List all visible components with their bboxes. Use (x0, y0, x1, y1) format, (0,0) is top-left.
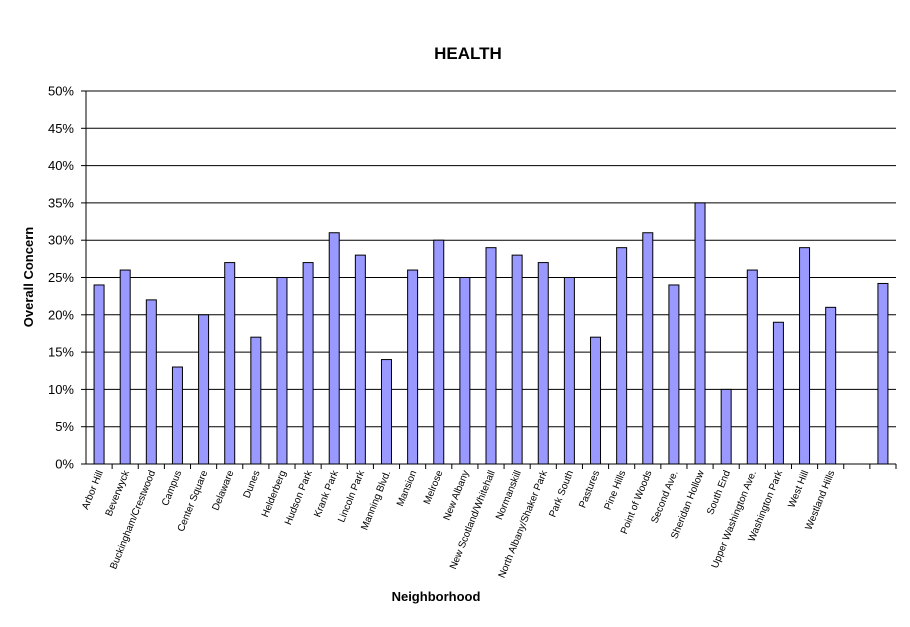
bar (668, 284, 680, 465)
bar (145, 299, 157, 465)
y-tick-label: 5% (55, 419, 74, 434)
bar (328, 232, 340, 465)
bar (171, 366, 183, 465)
x-tick-label: Krank Park (312, 468, 341, 519)
y-tick-label: 25% (48, 270, 74, 285)
x-tick-label: Mansion (395, 469, 419, 508)
bar (746, 269, 758, 465)
x-tick-label: Delaware (210, 469, 236, 513)
bar (198, 314, 210, 465)
bar (590, 336, 602, 465)
x-tick-label: West Hill (786, 469, 811, 510)
axes (85, 91, 896, 465)
x-tick-label: Lincoln Park (336, 468, 367, 524)
bar (276, 277, 288, 465)
bar (511, 254, 523, 465)
bar (877, 282, 889, 465)
bar (694, 202, 706, 465)
y-tick-label: 40% (48, 158, 74, 173)
bar (459, 277, 471, 465)
bar (720, 388, 732, 465)
bar (616, 247, 628, 465)
x-tick-label: Campus (160, 469, 184, 508)
x-tick-label: Normanskill (494, 469, 524, 522)
y-tick-label: 15% (48, 345, 74, 360)
y-tick-label: 35% (48, 195, 74, 210)
bar (380, 359, 392, 465)
bar (354, 254, 366, 465)
y-tick-label: 45% (48, 121, 74, 136)
bar (407, 269, 419, 465)
x-tick-label: Dunes (242, 469, 263, 500)
x-tick-label: Pastures (577, 469, 602, 510)
x-tick-label: Helderberg (260, 469, 289, 519)
y-tick-labels: 0% 5% 10% 15% 20% 25% 30% 35% 40% 45% 50% (48, 84, 74, 472)
bar (537, 262, 549, 465)
bars (93, 202, 889, 465)
x-tick-label: North Albany/Shaker Park (497, 468, 551, 580)
y-tick-label: 30% (48, 233, 74, 248)
x-tick-label: Beverwyck (104, 468, 133, 518)
bar (642, 232, 654, 465)
y-axis-label: Overall Concern (21, 227, 36, 327)
y-tick-label: 50% (48, 84, 74, 99)
y-tick-label: 0% (55, 457, 74, 472)
x-tick-label: Pine Hills (603, 469, 629, 512)
bar (772, 321, 784, 465)
x-tick-label: New Albany (442, 469, 472, 522)
x-tick-label: Melrose (422, 469, 446, 507)
bar (302, 262, 314, 465)
bar (224, 262, 236, 465)
bar (825, 306, 837, 465)
bar (119, 269, 131, 465)
x-tick-label: Hudson Park (283, 468, 315, 527)
x-tick-label: Park South (547, 469, 576, 519)
bar (250, 336, 262, 465)
bar (485, 247, 497, 465)
bar (433, 239, 445, 465)
y-tick-label: 20% (48, 307, 74, 322)
bar (799, 247, 811, 465)
x-tick-label: Arbor Hill (80, 469, 106, 511)
y-tick-label: 10% (48, 382, 74, 397)
chart-title: HEALTH (434, 44, 502, 63)
x-axis-label: Neighborhood (392, 589, 481, 604)
bar (93, 284, 105, 465)
x-tick-label: South End (705, 469, 733, 516)
bar (563, 277, 575, 465)
x-tick-label: Second Ave. (650, 469, 681, 525)
